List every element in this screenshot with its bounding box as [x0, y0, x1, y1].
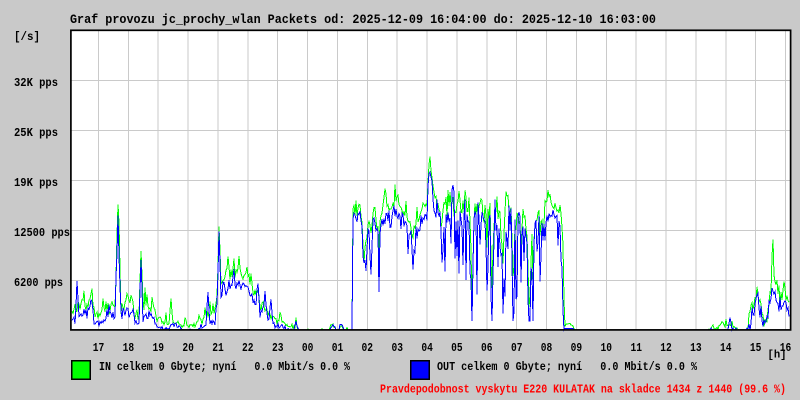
svg-text:14: 14 [720, 341, 732, 355]
svg-text:15: 15 [750, 341, 762, 355]
svg-text:25K pps: 25K pps [14, 126, 58, 140]
svg-text:IN celkem 0 Gbyte; nyní 0.0: IN celkem 0 Gbyte; nyní 0.0 Mbit/s 0.0 % [99, 360, 351, 374]
svg-text:12: 12 [660, 341, 672, 355]
svg-text:Pravdepodobnost vyskytu E220 K: Pravdepodobnost vyskytu E220 KULATAK na … [380, 383, 786, 397]
svg-text:12500 pps: 12500 pps [14, 226, 70, 240]
svg-text:08: 08 [541, 341, 553, 355]
svg-text:06: 06 [481, 341, 493, 355]
svg-text:00: 00 [302, 341, 314, 355]
svg-text:32K pps: 32K pps [14, 76, 58, 90]
svg-text:22: 22 [242, 341, 254, 355]
svg-text:OUT celkem 0 Gbyte; nyní 0.0: OUT celkem 0 Gbyte; nyní 0.0 Mbit/s 0.0 … [437, 360, 698, 374]
svg-text:03: 03 [391, 341, 403, 355]
svg-text:[/s]: [/s] [14, 30, 40, 44]
svg-text:10: 10 [601, 341, 613, 355]
svg-text:04: 04 [421, 341, 433, 355]
svg-text:13: 13 [690, 341, 702, 355]
svg-text:01: 01 [332, 341, 344, 355]
svg-text:05: 05 [451, 341, 463, 355]
svg-text:17: 17 [93, 341, 105, 355]
svg-text:02: 02 [362, 341, 374, 355]
svg-text:21: 21 [212, 341, 224, 355]
svg-text:09: 09 [571, 341, 583, 355]
svg-text:19: 19 [152, 341, 164, 355]
svg-text:23: 23 [272, 341, 284, 355]
svg-text:07: 07 [511, 341, 523, 355]
svg-text:18: 18 [123, 341, 135, 355]
svg-text:16: 16 [780, 341, 792, 355]
svg-text:6200 pps: 6200 pps [14, 276, 63, 290]
svg-text:Graf provozu jc_prochy_wlan Pa: Graf provozu jc_prochy_wlan Packets od: … [70, 12, 656, 27]
svg-text:[h]: [h] [768, 350, 787, 362]
svg-text:11: 11 [630, 341, 642, 355]
svg-text:20: 20 [182, 341, 194, 355]
svg-text:19K pps: 19K pps [14, 176, 58, 190]
